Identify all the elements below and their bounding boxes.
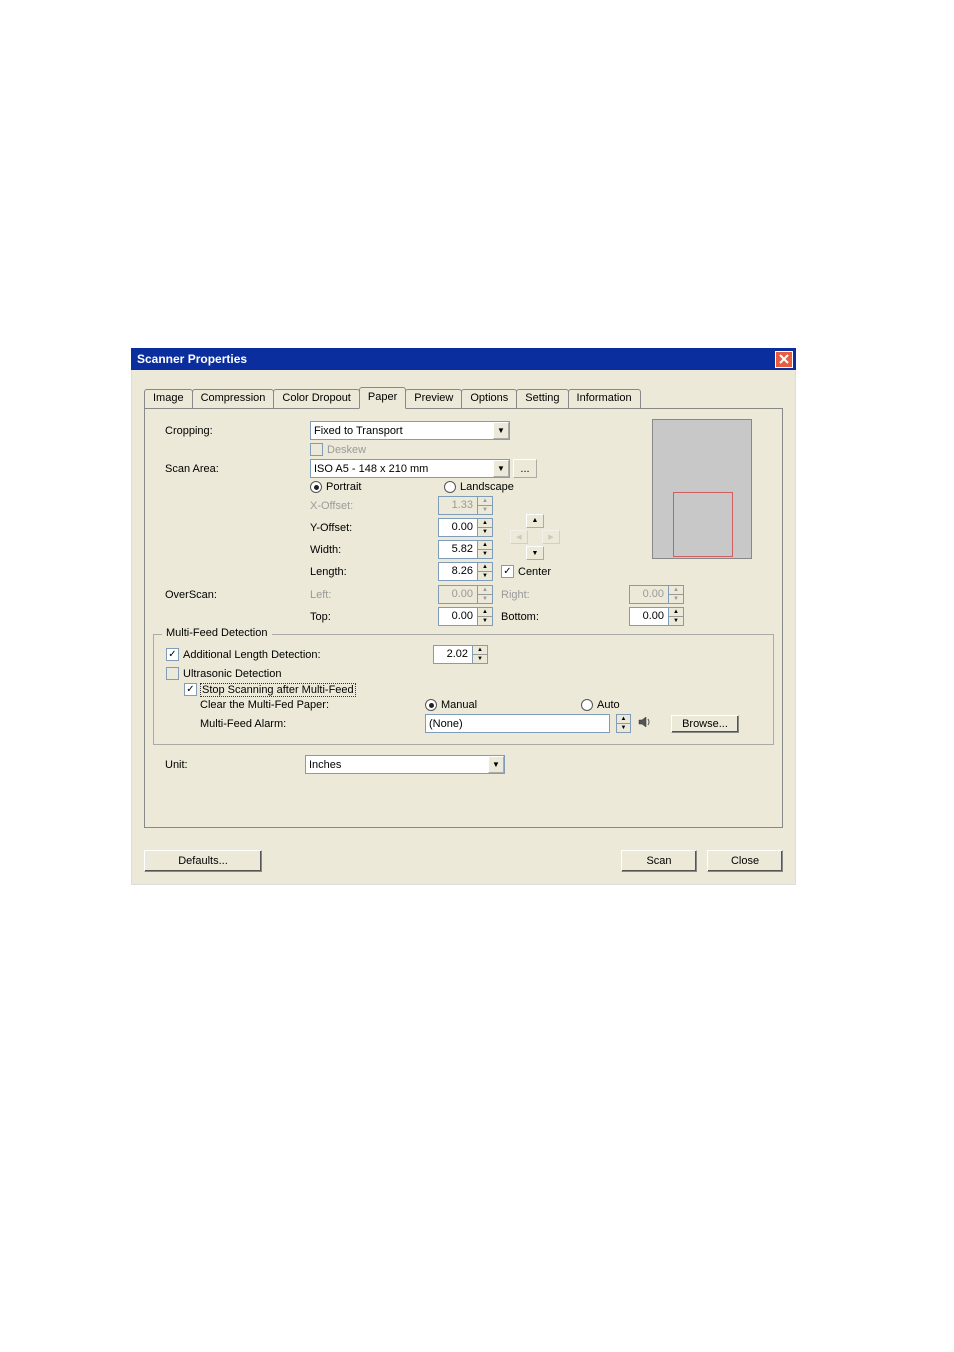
x-offset-label: X-Offset: [310, 500, 390, 512]
nudge-left-button: ◀ [510, 530, 528, 544]
auto-radio[interactable] [581, 699, 593, 711]
unit-combo[interactable]: Inches ▼ [305, 755, 505, 774]
overscan-top-spinner[interactable]: 0.00 ▲▼ [438, 607, 493, 626]
alarm-stepper[interactable]: ▲▼ [616, 714, 631, 733]
alarm-combo[interactable]: (None) [425, 714, 610, 733]
overscan-label: OverScan: [165, 589, 310, 601]
close-button[interactable]: Close [707, 850, 783, 872]
alarm-value: (None) [429, 718, 463, 730]
nudge-arrow-group: ▲ ◀ ▶ ▼ [510, 513, 560, 560]
multifeed-legend: Multi-Feed Detection [162, 627, 272, 639]
close-icon[interactable] [775, 351, 793, 368]
nudge-up-button[interactable]: ▲ [526, 514, 544, 528]
tab-row: Image Compression Color Dropout Paper Pr… [144, 387, 783, 409]
speaker-icon[interactable] [637, 714, 653, 733]
chevron-down-icon[interactable]: ▼ [488, 756, 504, 773]
preview-canvas [652, 419, 752, 559]
length-label: Length: [310, 566, 390, 578]
dialog-body: Image Compression Color Dropout Paper Pr… [131, 370, 796, 885]
ultrasonic-label: Ultrasonic Detection [183, 668, 281, 680]
y-offset-label: Y-Offset: [310, 522, 390, 534]
stop-scanning-checkbox[interactable]: ✓ [184, 683, 197, 696]
length-spinner[interactable]: 8.26 ▲▼ [438, 562, 493, 581]
preview-crop-rect [673, 492, 733, 557]
overscan-right-spinner: 0.00 ▲▼ [629, 585, 684, 604]
preview-pane [652, 419, 752, 559]
stop-scanning-label: Stop Scanning after Multi-Feed [201, 684, 355, 696]
overscan-bottom-spinner[interactable]: 0.00 ▲▼ [629, 607, 684, 626]
cropping-label: Cropping: [165, 425, 310, 437]
ultrasonic-checkbox [166, 667, 179, 680]
overscan-left-label: Left: [310, 589, 390, 601]
cropping-combo[interactable]: Fixed to Transport ▼ [310, 421, 510, 440]
portrait-radio[interactable] [310, 481, 322, 493]
portrait-label: Portrait [326, 481, 444, 493]
button-row: Defaults... Scan Close [144, 850, 783, 872]
clear-paper-label: Clear the Multi-Fed Paper: [200, 699, 425, 711]
browse-button[interactable]: Browse... [671, 715, 739, 733]
add-len-spinner[interactable]: 2.02 ▲▼ [433, 645, 488, 664]
chevron-down-icon[interactable]: ▼ [493, 460, 509, 477]
add-len-label: Additional Length Detection: [183, 649, 433, 661]
scan-area-value: ISO A5 - 148 x 210 mm [314, 463, 428, 475]
landscape-label: Landscape [460, 481, 514, 493]
auto-label: Auto [597, 699, 620, 711]
width-label: Width: [310, 544, 390, 556]
cropping-value: Fixed to Transport [314, 425, 403, 437]
chevron-down-icon[interactable]: ▼ [493, 422, 509, 439]
alarm-label: Multi-Feed Alarm: [200, 718, 425, 730]
scan-area-more-button[interactable]: ... [513, 459, 537, 478]
scan-area-combo[interactable]: ISO A5 - 148 x 210 mm ▼ [310, 459, 510, 478]
deskew-label: Deskew [327, 444, 366, 456]
multifeed-groupbox: Multi-Feed Detection ✓ Additional Length… [153, 634, 774, 745]
overscan-bottom-label: Bottom: [501, 611, 561, 623]
nudge-right-button: ▶ [542, 530, 560, 544]
defaults-button[interactable]: Defaults... [144, 850, 262, 872]
x-offset-spinner: 1.33 ▲▼ [438, 496, 493, 515]
scan-button[interactable]: Scan [621, 850, 697, 872]
y-offset-spinner[interactable]: 0.00 ▲▼ [438, 518, 493, 537]
window-title: Scanner Properties [137, 352, 247, 366]
titlebar: Scanner Properties [131, 348, 796, 370]
nudge-down-button[interactable]: ▼ [526, 546, 544, 560]
overscan-top-label: Top: [310, 611, 390, 623]
overscan-left-spinner: 0.00 ▲▼ [438, 585, 493, 604]
deskew-checkbox [310, 443, 323, 456]
width-spinner[interactable]: 5.82 ▲▼ [438, 540, 493, 559]
manual-label: Manual [441, 699, 581, 711]
landscape-radio[interactable] [444, 481, 456, 493]
unit-value: Inches [309, 759, 341, 771]
manual-radio[interactable] [425, 699, 437, 711]
tab-paper[interactable]: Paper [359, 387, 406, 409]
unit-label: Unit: [165, 759, 305, 771]
add-len-checkbox[interactable]: ✓ [166, 648, 179, 661]
dialog-window: Scanner Properties Image Compression Col… [131, 348, 796, 885]
scan-area-label: Scan Area: [165, 463, 310, 475]
overscan-right-label: Right: [501, 589, 561, 601]
tab-page-paper: Cropping: Fixed to Transport ▼ Deskew Sc… [144, 408, 783, 828]
center-label: Center [518, 566, 551, 578]
center-checkbox[interactable]: ✓ [501, 565, 514, 578]
